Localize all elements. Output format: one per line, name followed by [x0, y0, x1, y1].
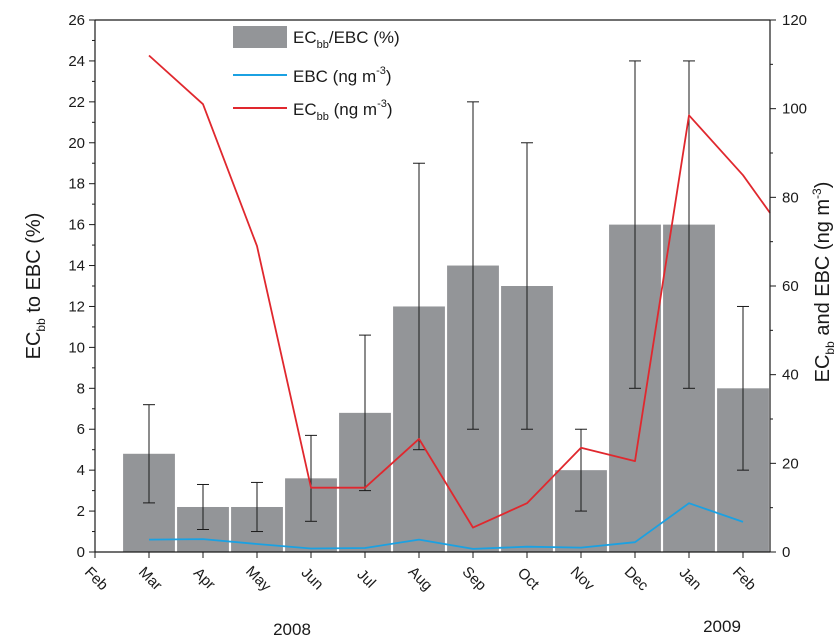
left-tick-label: 0: [77, 544, 85, 561]
axis-titles: ECbb to EBC (%) ECbb and EBC (ng m-3): [23, 182, 837, 383]
bars-layer: [123, 224, 769, 552]
x-tick-label-feb: Feb: [729, 564, 759, 594]
x-tick-label-jul: Jul: [353, 566, 379, 592]
right-tick-label: 60: [782, 278, 799, 295]
x-tick-label-jan: Jan: [676, 564, 705, 593]
right-tick-label: 40: [782, 367, 799, 384]
left-tick-label: 8: [77, 380, 85, 397]
right-tick-label: 100: [782, 101, 807, 118]
left-tick-label: 20: [68, 135, 85, 152]
x-tick-label-sep: Sep: [459, 563, 490, 594]
lines-layer: [148, 54, 771, 550]
left-tick-label: 12: [68, 298, 85, 315]
left-tick-label: 6: [77, 421, 85, 438]
x-tick-label-dec: Dec: [621, 563, 652, 594]
left-tick-label: 2: [77, 503, 85, 520]
ecbb-line: [148, 54, 771, 529]
left-tick-label: 26: [68, 12, 85, 29]
x-tick-label-apr: Apr: [190, 565, 219, 594]
error-bars-layer: [143, 60, 749, 533]
x-tick-label-may: May: [242, 563, 274, 595]
left-tick-label: 10: [68, 339, 85, 356]
year-label-2008: 2008: [273, 620, 311, 639]
x-tick-label-feb: Feb: [81, 564, 111, 594]
x-tick-label-jun: Jun: [298, 564, 327, 593]
left-tick-label: 22: [68, 94, 85, 111]
x-tick-label-oct: Oct: [514, 565, 543, 594]
right-axis-title: ECbb and EBC (ng m-3): [810, 182, 837, 383]
legend-label-2: ECbb (ng m-3): [293, 98, 393, 123]
ebc-line: [148, 502, 744, 550]
x-tick-label-mar: Mar: [135, 564, 165, 594]
legend-swatch-bar: [233, 26, 287, 48]
x-tick-label-nov: Nov: [567, 563, 598, 594]
year-label-2009: 2009: [703, 617, 741, 636]
legend: ECbb/EBC (%) EBC (ng m-3) ECbb (ng m-3): [233, 26, 400, 123]
legend-label-0: ECbb/EBC (%): [293, 28, 400, 51]
legend-label-1: EBC (ng m-3): [293, 65, 392, 86]
right-tick-label: 20: [782, 455, 799, 472]
right-tick-label: 80: [782, 189, 799, 206]
left-tick-label: 18: [68, 176, 85, 193]
left-tick-label: 4: [77, 462, 85, 479]
x-tick-label-aug: Aug: [405, 563, 436, 594]
left-tick-label: 16: [68, 217, 85, 234]
right-tick-label: 120: [782, 12, 807, 29]
left-axis-title: ECbb to EBC (%): [23, 213, 48, 360]
left-tick-label: 24: [68, 53, 85, 70]
right-tick-label: 0: [782, 544, 790, 561]
left-tick-label: 14: [68, 258, 85, 275]
